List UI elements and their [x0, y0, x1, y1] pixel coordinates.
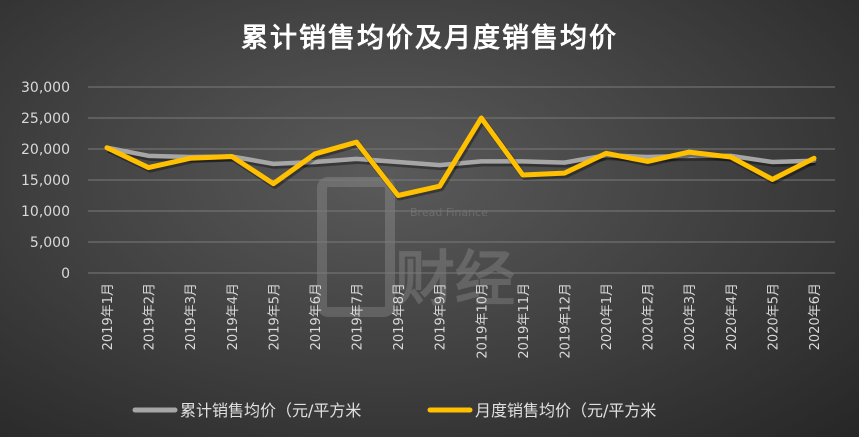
legend-cumulative-label: 累计销售均价（元/平方米 [180, 401, 361, 420]
x-tick-label: 2020年3月 [683, 283, 698, 350]
y-tick-label: 20,000 [21, 142, 70, 158]
y-tick-label: 30,000 [21, 80, 70, 96]
x-tick-label: 2020年4月 [725, 283, 740, 350]
chart-title: 累计销售均价及月度销售均价 [241, 23, 618, 54]
x-tick-label: 2019年5月 [267, 283, 282, 350]
x-tick-label: 2019年2月 [143, 283, 158, 350]
y-tick-label: 10,000 [21, 204, 70, 220]
x-tick-label: 2020年5月 [766, 283, 781, 350]
x-tick-label: 2020年2月 [642, 283, 657, 350]
x-tick-label: 2019年12月 [558, 283, 573, 359]
y-tick-label: 15,000 [21, 173, 70, 189]
x-tick-label: 2019年11月 [517, 283, 532, 359]
x-tick-label: 2019年3月 [184, 283, 199, 350]
svg-text:财经: 财经 [395, 245, 515, 315]
x-tick-label: 2019年9月 [434, 283, 449, 350]
legend-monthly-label: 月度销售均价（元/平方米 [475, 401, 656, 420]
x-tick-label: 2020年1月 [600, 283, 615, 350]
y-tick-label: 25,000 [21, 111, 70, 127]
series-line-2 [104, 115, 817, 198]
y-tick-label: 5,000 [30, 235, 70, 251]
x-tick-label: 2019年8月 [392, 283, 407, 350]
x-tick-label: 2019年10月 [475, 283, 490, 359]
watermark: Bread Finance 财经 [317, 177, 515, 317]
x-tick-label: 2019年4月 [226, 283, 241, 350]
x-tick-label: 2020年6月 [808, 283, 823, 350]
svg-text:Bread Finance: Bread Finance [410, 206, 488, 219]
x-tick-label: 2019年6月 [309, 283, 324, 350]
y-tick-label: 0 [61, 266, 70, 282]
x-tick-label: 2019年1月 [101, 283, 116, 350]
x-tick-label: 2019年7月 [351, 283, 366, 350]
